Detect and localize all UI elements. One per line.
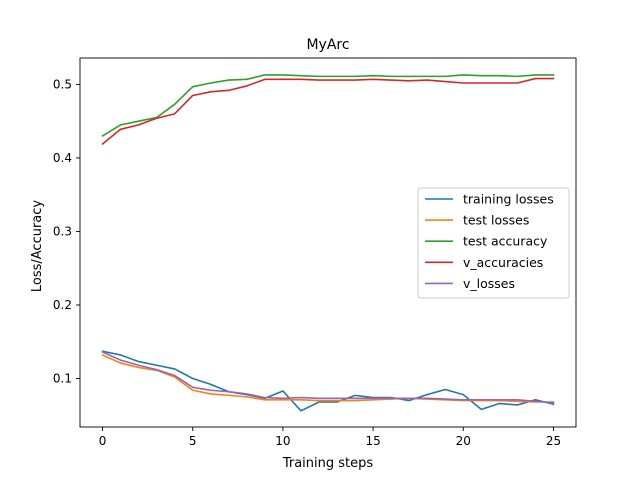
x-tick-label: 20 [456, 434, 471, 448]
series-line-v-accuracies [101, 77, 555, 146]
y-tick-label: 0.2 [53, 298, 72, 312]
legend-label: v_accuracies [463, 255, 543, 270]
series-line-training-losses [101, 350, 555, 412]
legend-label: v_losses [463, 276, 515, 291]
axes-frame [79, 57, 577, 428]
legend-label: training losses [463, 192, 554, 207]
series-line-v-losses [101, 350, 555, 404]
x-tick-label: 0 [99, 434, 107, 448]
x-axis-label: Training steps [282, 456, 374, 471]
y-tick-label: 0.4 [53, 151, 72, 165]
y-axis-label: Loss/Accuracy [30, 200, 45, 293]
x-tick-label: 10 [275, 434, 290, 448]
series-line-test-accuracy [101, 74, 555, 138]
x-tick-label: 25 [546, 434, 561, 448]
y-tick-label: 0.3 [53, 224, 72, 238]
y-tick-label: 0.1 [53, 371, 72, 385]
legend-label: test accuracy [463, 234, 548, 249]
legend-box [417, 187, 570, 299]
legend-label: test losses [463, 213, 529, 228]
legend: training losses test losses test accuracy v… [417, 187, 570, 299]
chart-title: MyArc [306, 37, 349, 53]
x-tick-label: 15 [365, 434, 380, 448]
x-tick-label: 5 [189, 434, 197, 448]
plot-area: 0 5 10 15 20 25 0.1 0.2 0.3 0.4 0.5 [53, 57, 577, 448]
y-tick-label: 0.5 [53, 77, 72, 91]
